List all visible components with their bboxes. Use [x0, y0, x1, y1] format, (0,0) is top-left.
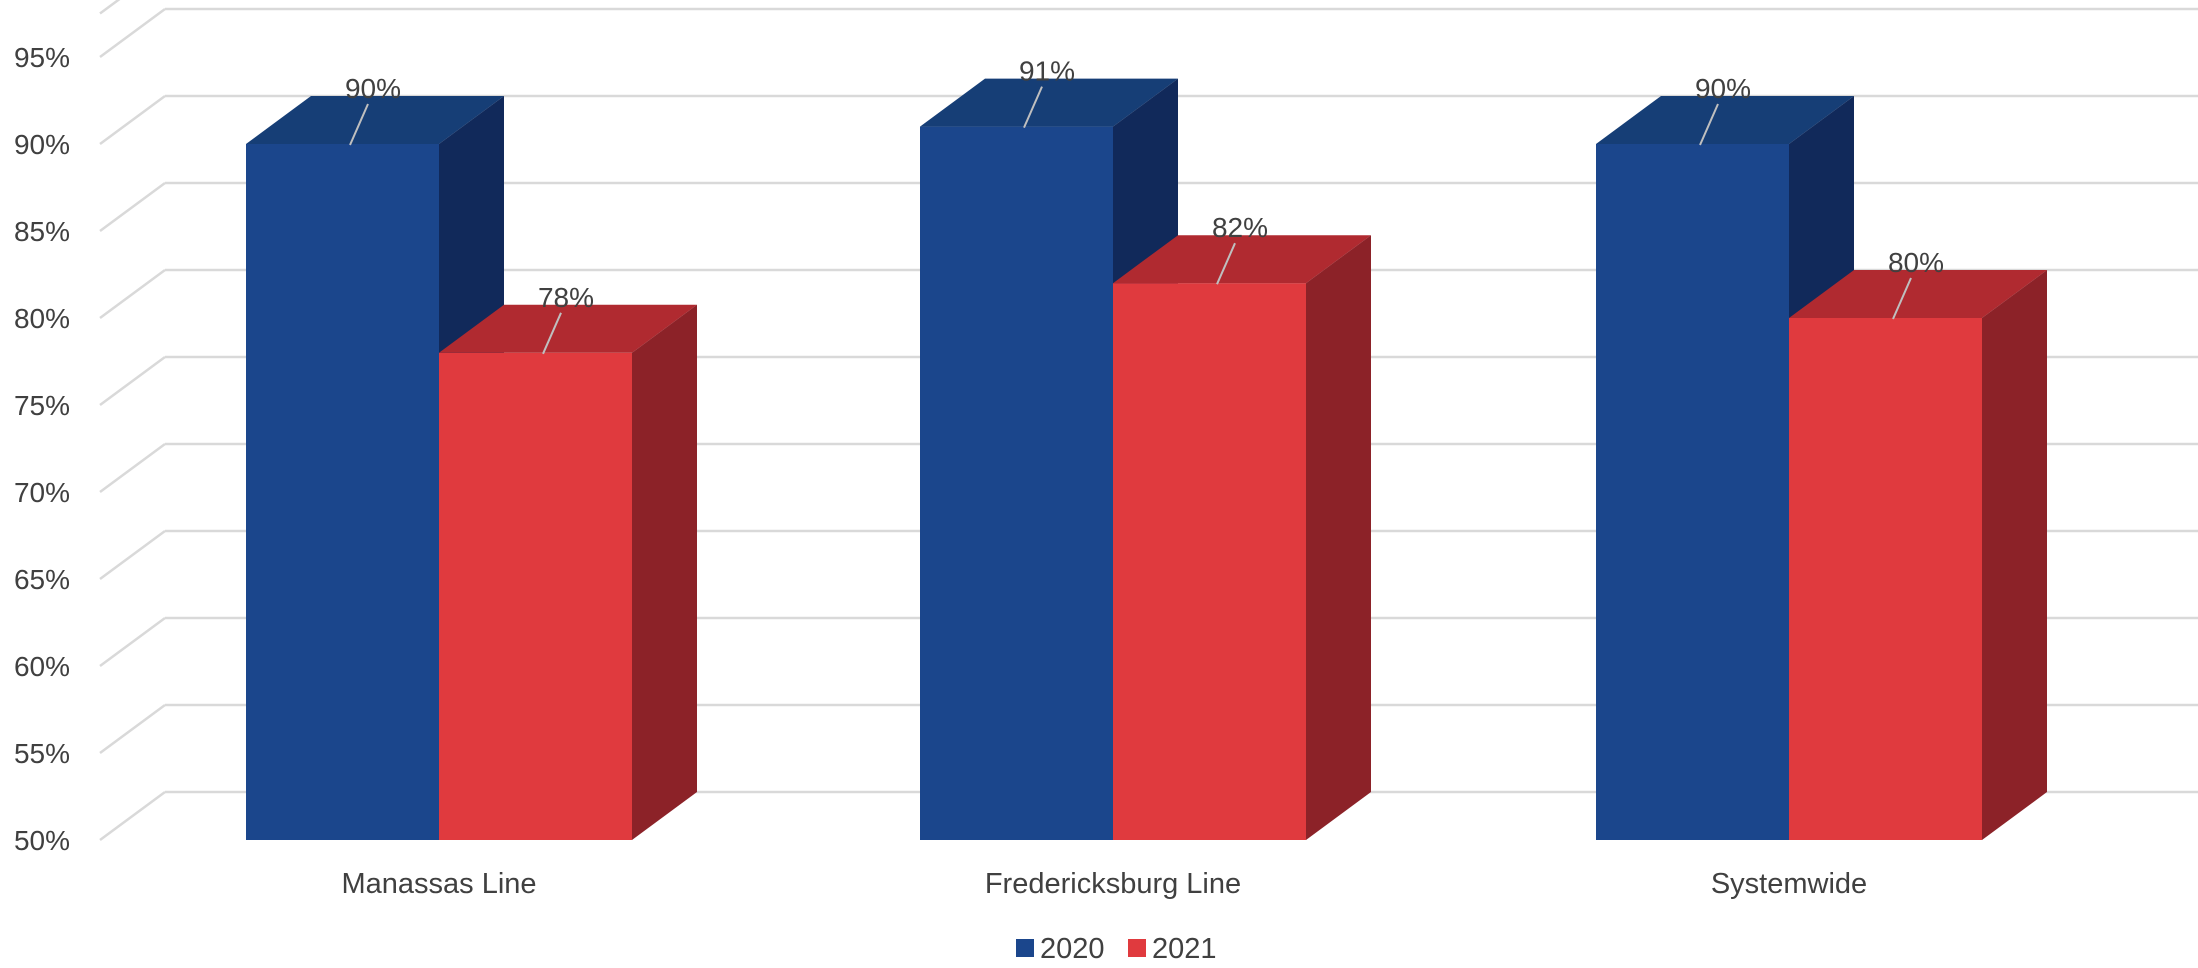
data-label: 82%: [1212, 212, 1268, 285]
legend-label: 2021: [1152, 933, 1217, 963]
legend-item-2021[interactable]: 2021: [1128, 933, 1217, 965]
svg-text:82%: 82%: [1212, 212, 1268, 243]
data-labels: 90% 78% 91% 82% 90% 80%: [345, 56, 1944, 355]
bar-2021-3[interactable]: [1789, 270, 2047, 840]
y-tick-label: 85%: [14, 216, 70, 247]
legend[interactable]: 2020 2021: [1016, 933, 1217, 965]
y-tick-label: 95%: [14, 42, 70, 73]
x-category-label: Systemwide: [1711, 868, 1867, 900]
data-label: 80%: [1888, 247, 1944, 320]
y-tick-label: 90%: [14, 129, 70, 160]
y-axis-ticks: 50% 55% 60% 65% 70% 75% 80% 85% 90% 95%: [14, 42, 70, 856]
y-tick-label: 55%: [14, 738, 70, 769]
y-tick-label: 50%: [14, 825, 70, 856]
data-label: 90%: [1695, 73, 1751, 146]
y-tick-label: 80%: [14, 303, 70, 334]
svg-text:78%: 78%: [538, 282, 594, 313]
y-tick-label: 70%: [14, 477, 70, 508]
svg-text:80%: 80%: [1888, 247, 1944, 278]
bar-2021-2[interactable]: [1113, 235, 1371, 840]
data-label: 91%: [1019, 56, 1075, 129]
legend-swatch: [1016, 939, 1034, 957]
data-label: 78%: [538, 282, 594, 355]
legend-swatch: [1128, 939, 1146, 957]
gridline: [99, 7, 2198, 59]
data-label: 90%: [345, 73, 401, 146]
legend-label: 2020: [1040, 933, 1105, 963]
svg-text:91%: 91%: [1019, 56, 1075, 87]
x-category-label: Manassas Line: [341, 868, 536, 900]
x-axis-categories: Manassas Line Fredericksburg Line Systemwi…: [341, 868, 1867, 900]
svg-text:90%: 90%: [1695, 73, 1751, 104]
svg-text:90%: 90%: [345, 73, 401, 104]
legend-item-2020[interactable]: 2020: [1016, 933, 1105, 965]
y-tick-label: 65%: [14, 564, 70, 595]
x-category-label: Fredericksburg Line: [985, 868, 1241, 900]
bar-2021-1[interactable]: [439, 304, 697, 840]
y-tick-label: 60%: [14, 651, 70, 682]
gridline: [99, 0, 121, 15]
y-tick-label: 75%: [14, 390, 70, 421]
bars: [246, 78, 2047, 841]
